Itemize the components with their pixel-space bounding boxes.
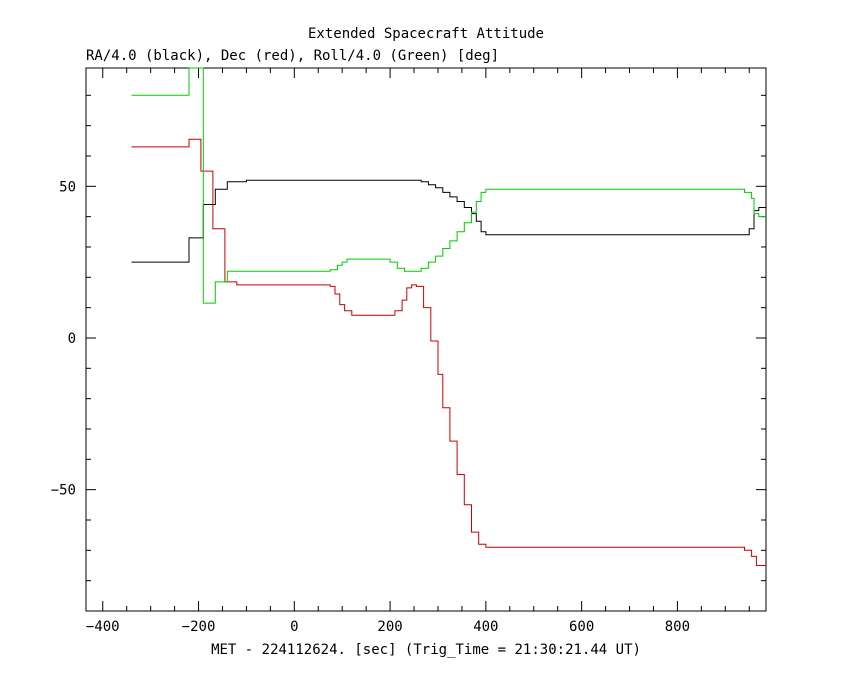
x-tick-label: 800 xyxy=(665,619,690,635)
chart-title: Extended Spacecraft Attitude xyxy=(308,26,544,42)
x-tick-label: 600 xyxy=(569,619,594,635)
series-lines xyxy=(131,67,766,566)
chart-subtitle: RA/4.0 (black), Dec (red), Roll/4.0 (Gre… xyxy=(86,48,499,64)
series-line-0 xyxy=(131,179,766,263)
y-tick-label: −50 xyxy=(51,483,76,499)
x-tick-label: −400 xyxy=(86,619,120,635)
series-line-2 xyxy=(131,67,766,304)
x-axis-label: MET - 224112624. [sec] (Trig_Time = 21:3… xyxy=(211,642,641,658)
series-line-1 xyxy=(131,138,766,566)
axis-tick-labels: −400 −200 0 200 400 600 800 −50 0 50 xyxy=(51,179,690,635)
x-tick-label: 200 xyxy=(377,619,402,635)
plot-frame xyxy=(85,67,767,612)
x-tick-label: −200 xyxy=(182,619,216,635)
y-tick-label: 0 xyxy=(68,331,76,347)
x-tick-label: 400 xyxy=(473,619,498,635)
x-tick-label: 0 xyxy=(290,619,298,635)
axis-ticks xyxy=(86,68,766,611)
y-tick-label: 50 xyxy=(59,179,76,195)
